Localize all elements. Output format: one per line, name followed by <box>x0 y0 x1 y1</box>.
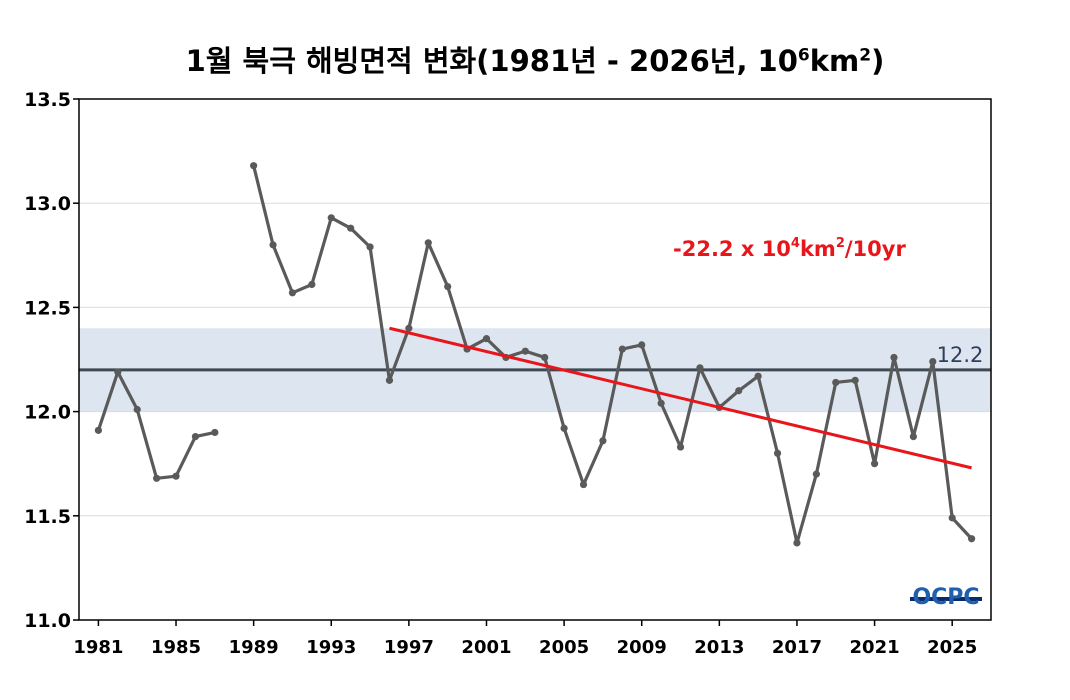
data-point <box>347 224 355 232</box>
data-point <box>599 437 607 445</box>
data-point <box>482 335 491 343</box>
y-tick-label: 13.0 <box>24 193 71 215</box>
x-tick-label: 1989 <box>229 637 279 658</box>
data-point <box>211 428 219 437</box>
data-point <box>288 289 297 297</box>
x-tick-label: 2025 <box>927 637 977 658</box>
logo-text: OCPC <box>912 585 979 610</box>
ocpc-logo: OCPC <box>910 585 982 610</box>
data-point <box>890 353 898 362</box>
y-tick-label: 13.5 <box>24 89 71 111</box>
data-point <box>191 433 200 441</box>
data-point <box>909 433 917 441</box>
x-tick-label: 2021 <box>850 637 900 658</box>
x-tick-label: 2017 <box>772 637 822 658</box>
x-tick-label: 1997 <box>384 637 434 658</box>
data-point <box>832 378 840 387</box>
title-exponent: 6 <box>797 45 810 66</box>
data-point <box>250 162 258 170</box>
chart-title: 1월 북극 해빙면적 변화(1981년 - 2026년, 106km2) <box>0 38 1070 80</box>
data-point <box>424 239 432 247</box>
data-point <box>385 376 394 384</box>
data-point <box>579 480 588 489</box>
data-point <box>618 345 626 353</box>
data-point <box>735 387 743 395</box>
data-point <box>676 443 685 451</box>
data-point <box>269 241 277 249</box>
title-text: 1월 북극 해빙면적 변화(1981년 - 2026년, 10 <box>185 44 798 78</box>
data-point <box>114 368 122 376</box>
trend-label: -22.2 x 104km2/10yr <box>673 236 906 261</box>
data-point <box>870 460 879 468</box>
x-tick-label: 2005 <box>539 637 589 658</box>
reference-value-label: 12.2 <box>937 343 984 367</box>
title-unit-exponent: 2 <box>859 45 872 66</box>
x-tick-label: 1981 <box>73 637 123 658</box>
trend-line <box>389 326 972 470</box>
data-point <box>172 472 180 480</box>
data-point <box>366 243 374 251</box>
data-point <box>929 357 937 366</box>
data-point <box>657 399 665 407</box>
logo-underline <box>910 597 982 601</box>
data-point <box>94 426 103 434</box>
data-point <box>541 353 549 362</box>
data-point <box>308 280 316 289</box>
data-point <box>793 539 801 547</box>
data-point <box>521 347 529 355</box>
y-tick-label: 12.0 <box>24 402 71 424</box>
x-tick-label: 2009 <box>617 637 667 658</box>
data-point <box>754 372 762 380</box>
data-point <box>560 424 568 432</box>
data-point <box>405 324 413 332</box>
data-point <box>851 376 859 384</box>
data-point <box>638 341 646 349</box>
y-tick-label: 11.0 <box>24 610 71 632</box>
data-point <box>948 514 956 522</box>
plot-frame <box>78 98 992 621</box>
x-tick-label: 1993 <box>306 637 356 658</box>
data-point <box>967 535 976 543</box>
title-close: ) <box>871 44 885 78</box>
y-tick-label: 12.5 <box>24 297 71 319</box>
data-point <box>444 282 452 291</box>
data-point <box>133 405 141 414</box>
data-point <box>773 449 782 457</box>
x-tick-label: 2013 <box>694 637 744 658</box>
x-tick-label: 1985 <box>151 637 201 658</box>
x-tick-label: 2001 <box>461 637 511 658</box>
data-point <box>696 364 704 372</box>
data-point <box>153 474 161 482</box>
y-tick-label: 11.5 <box>24 506 71 528</box>
data-point <box>812 470 820 478</box>
data-point <box>327 214 335 222</box>
title-unit: km <box>809 44 860 78</box>
